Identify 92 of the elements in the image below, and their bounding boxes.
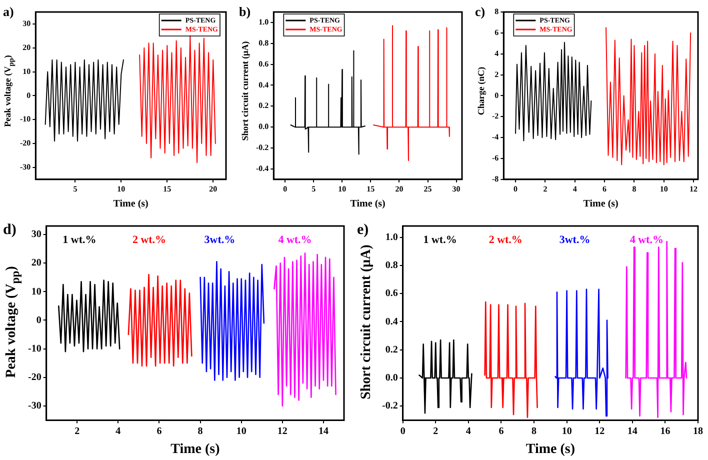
y-tick-label: 0 [26,90,31,100]
chart-title: d) [3,222,16,239]
series-label: 3wt.% [204,234,236,246]
x-tick-label: 10 [660,184,668,194]
x-tick-label: 12 [594,426,605,437]
x-tick-label: 4 [572,184,577,194]
y-tick-label: -30 [20,162,31,172]
y-tick-label: 20 [22,42,31,52]
x-tick-label: 6 [602,184,607,194]
x-tick-label: 8 [632,184,636,194]
x-axis-title: Time (s) [350,198,386,210]
y-tick-label: 10 [31,286,42,298]
y-tick-label: -4 [492,132,499,142]
y-tick-label: 0.0 [385,372,398,384]
x-tick-label: 12 [277,426,288,437]
x-tick-label: 20 [209,184,218,194]
text: 2 wt.% [132,234,166,246]
x-tick-label: 2 [543,184,548,194]
x-tick-label: 6 [156,426,162,437]
x-tick-label: 10 [117,184,126,194]
y-tick-label: -0.4 [256,164,269,173]
x-tick-label: 12 [690,184,698,194]
y-tick-label: -2 [492,112,499,121]
x-tick-label: 8 [532,426,537,437]
y-axis-title: Short circuit current (μA) [240,41,250,141]
x-tick-label: 4 [116,426,121,437]
text: 3wt.% [559,234,590,246]
x-tick-label: 10 [562,426,572,437]
x-tick-label: 5 [312,184,316,194]
y-tick-label: -0.2 [256,143,269,152]
text: 1 wt.% [423,234,457,246]
y-tick-label: 0 [494,90,499,100]
x-axis-title: Time (s) [526,442,576,458]
y-tick-label: 0.0 [258,122,269,132]
x-axis-title: Time (s) [113,198,148,210]
y-tick-label: -10 [28,343,42,354]
x-tick-label: 0 [514,184,518,194]
y-tick-label: 0.8 [258,38,269,48]
x-tick-label: 8 [198,426,203,437]
y-tick-label: 8 [494,7,499,16]
series-label: 4 wt.% [278,234,312,246]
x-tick-label: 4 [466,426,471,437]
y-tick-label: 6 [494,28,499,37]
x-tick-label: 2 [74,426,80,437]
x-tick-label: 14 [318,426,328,437]
x-tick-label: 16 [660,426,670,437]
x-tick-label: 0 [400,426,406,437]
y-tick-label: 0.4 [385,316,398,328]
x-tick-label: 30 [452,184,460,194]
y-tick-label: -20 [20,138,31,148]
x-tick-label: 10 [236,426,246,437]
series-label: 4 wt.% [630,234,664,246]
y-tick-label: 30 [22,19,31,28]
y-axis-title: Charge (nC) [476,66,486,116]
x-axis-title: Time (s) [170,442,220,458]
y-axis-title: Short circuit current (μA) [359,244,375,400]
y-tick-label: 0.4 [258,80,269,90]
y-tick-label: 0 [36,314,42,326]
y-tick-label: 0.8 [385,260,398,271]
y-tick-label: 0.6 [385,288,398,300]
x-tick-label: 0 [283,184,288,194]
x-tick-label: 15 [366,184,375,194]
y-tick-label: 10 [22,66,31,76]
x-tick-label: 10 [338,184,346,194]
x-tick-label: 2 [433,426,438,437]
y-tick-label: -20 [28,372,42,383]
y-tick-label: -30 [28,400,42,412]
y-tick-label: -8 [492,174,499,184]
y-tick-label: -6 [492,154,499,163]
y-tick-label: 30 [31,229,42,240]
chart-title: a) [3,4,14,20]
y-tick-label: -10 [20,114,31,124]
x-tick-label: 5 [73,184,78,194]
y-tick-label: 0.6 [258,59,269,68]
x-tick-label: 14 [627,426,638,437]
chart-title: b) [239,4,251,20]
x-tick-label: 18 [693,426,703,437]
chart-title: e) [357,222,369,239]
y-tick-label: 0.2 [385,344,398,356]
y-tick-label: 4 [494,48,499,58]
y-tick-label: 20 [31,258,42,269]
y-tick-label: 2 [494,70,499,79]
text: 1 wt.% [62,234,96,246]
y-tick-label: 0.2 [258,101,269,110]
chart-title: c) [475,4,486,20]
x-tick-label: 15 [163,184,172,194]
text: 2 wt.% [488,234,522,246]
y-tick-label: 1.0 [385,232,398,243]
y-tick-label: -0.2 [382,400,398,412]
x-tick-label: 25 [424,184,432,194]
y-tick-label: 1.0 [258,18,269,27]
x-axis-title: Time (s) [583,198,618,210]
